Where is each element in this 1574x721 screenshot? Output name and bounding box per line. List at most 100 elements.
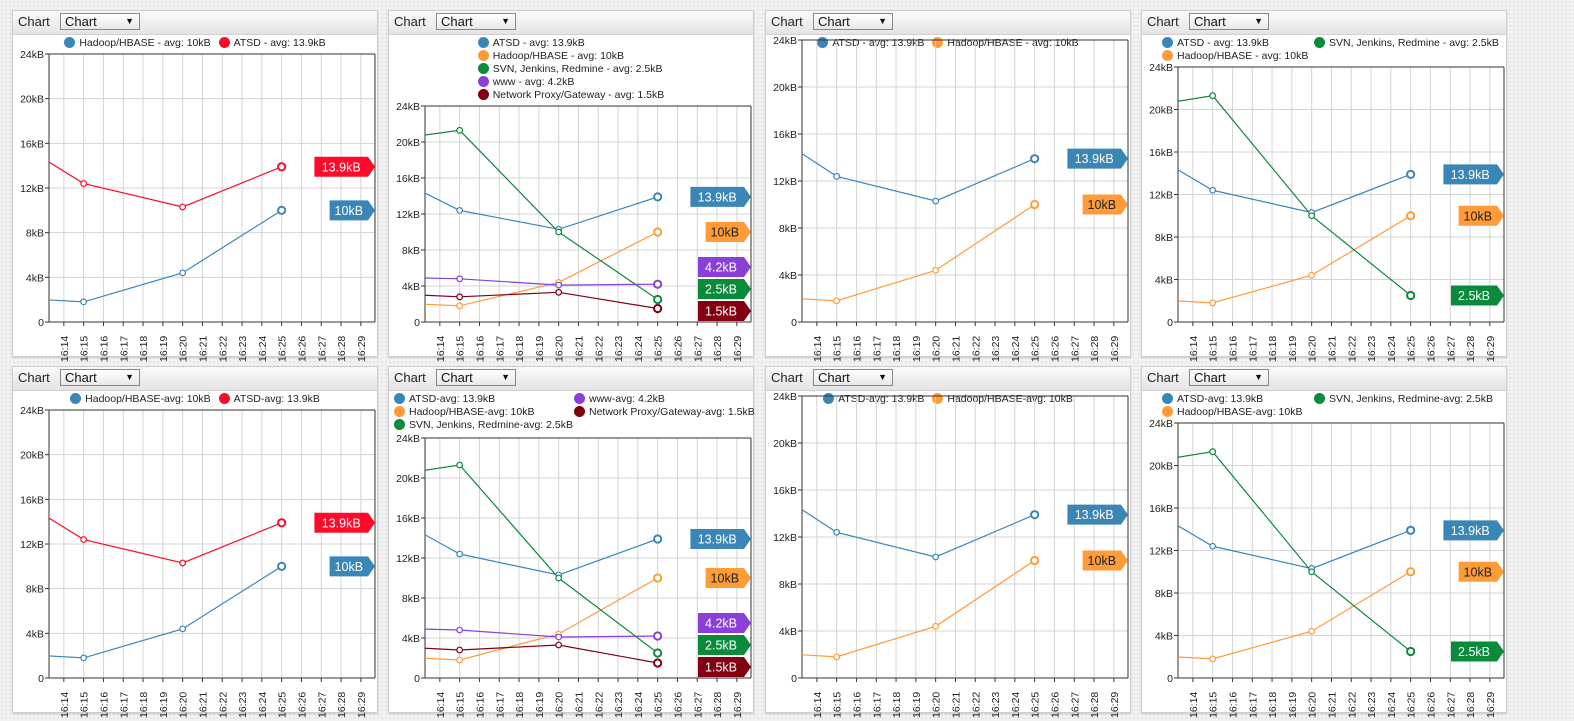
select-value: Chart (441, 370, 473, 385)
chart-type-select[interactable]: Chart ▼ (436, 369, 516, 386)
dropdown-arrow-icon: ▼ (501, 372, 510, 382)
panel-title: Chart (18, 14, 50, 29)
legend: ATSD-avg: 13.9kB Hadoop/HBASE-avg: 10kB (766, 392, 1130, 405)
legend-item[interactable]: ATSD-avg: 13.9kB (218, 392, 320, 405)
panel-header: Chart Chart ▼ (1142, 367, 1506, 391)
panel-header: Chart Chart ▼ (1142, 11, 1506, 35)
legend-color-dot (574, 393, 585, 404)
legend: Hadoop/HBASE-avg: 10kB ATSD-avg: 13.9kB (13, 392, 377, 405)
legend-label: ATSD - avg: 13.9kB (832, 36, 925, 49)
legend-color-dot (70, 393, 82, 404)
legend: ATSD-avg: 13.9kB Hadoop/HBASE-avg: 10kB SV… (1142, 392, 1506, 418)
select-value: Chart (818, 14, 850, 29)
chart-panel: Chart Chart ▼ Hadoop/HBASE - avg: 10kB ATSD… (12, 10, 378, 357)
chart-type-select[interactable]: Chart ▼ (1189, 369, 1269, 386)
legend-item[interactable]: Hadoop/HBASE - avg: 10kB (932, 36, 1079, 49)
legend-item[interactable]: Hadoop/HBASE-avg: 10kB (1162, 405, 1314, 418)
dropdown-arrow-icon: ▼ (125, 372, 134, 382)
legend-item[interactable]: ATSD-avg: 13.9kB (1162, 392, 1314, 405)
legend-item[interactable]: SVN, Jenkins, Redmine-avg: 2.5kB (1314, 392, 1504, 405)
legend-color-dot (1162, 406, 1173, 417)
legend-item[interactable]: ATSD-avg: 13.9kB (394, 392, 574, 405)
panel-header: Chart Chart ▼ (389, 367, 753, 391)
chart-panel: Chart Chart ▼ ATSD-avg: 13.9kB Hadoop/HBASE… (1141, 366, 1507, 713)
select-value: Chart (818, 370, 850, 385)
legend-color-dot (1162, 50, 1173, 61)
legend-label: SVN, Jenkins, Redmine-avg: 2.5kB (409, 418, 573, 431)
legend-item[interactable]: SVN, Jenkins, Redmine-avg: 2.5kB (394, 418, 574, 431)
legend-label: ATSD - avg: 13.9kB (1177, 36, 1270, 49)
legend-label: Hadoop/HBASE - avg: 10kB (79, 36, 211, 49)
legend-color-dot (817, 37, 829, 48)
panel-header: Chart Chart ▼ (766, 11, 1130, 35)
legend-item[interactable]: Hadoop/HBASE-avg: 10kB (70, 392, 211, 405)
legend-label: ATSD-avg: 13.9kB (838, 392, 925, 405)
select-value: Chart (441, 14, 473, 29)
legend-item[interactable]: Hadoop/HBASE - avg: 10kB (477, 49, 665, 62)
legend-label: SVN, Jenkins, Redmine-avg: 2.5kB (1329, 392, 1493, 405)
legend-item[interactable]: Hadoop/HBASE - avg: 10kB (1162, 49, 1314, 62)
legend: ATSD - avg: 13.9kB Hadoop/HBASE - avg: 10… (766, 36, 1130, 49)
legend-label: www-avg: 4.2kB (589, 392, 665, 405)
legend-label: www - avg: 4.2kB (492, 75, 575, 88)
legend-item[interactable]: ATSD - avg: 13.9kB (477, 36, 665, 49)
legend-item[interactable]: Network Proxy/Gateway - avg: 1.5kB (477, 88, 665, 101)
chart-type-select[interactable]: Chart ▼ (1189, 13, 1269, 30)
legend-item[interactable]: Hadoop/HBASE-avg: 10kB (932, 392, 1073, 405)
legend-item[interactable]: ATSD-avg: 13.9kB (823, 392, 924, 405)
legend-label: SVN, Jenkins, Redmine - avg: 2.5kB (1329, 36, 1499, 49)
chart-panel: Chart Chart ▼ ATSD - avg: 13.9kB Hadoop/HBA… (765, 10, 1131, 357)
legend: Hadoop/HBASE - avg: 10kB ATSD - avg: 13.9… (13, 36, 377, 49)
legend-label: Hadoop/HBASE-avg: 10kB (947, 392, 1073, 405)
panel-title: Chart (394, 370, 426, 385)
select-value: Chart (65, 370, 97, 385)
legend-color-dot (64, 37, 76, 48)
legend-label: Hadoop/HBASE - avg: 10kB (492, 49, 625, 62)
legend-label: ATSD - avg: 13.9kB (233, 36, 326, 49)
legend-color-dot (1314, 393, 1325, 404)
legend-item[interactable]: Hadoop/HBASE - avg: 10kB (64, 36, 211, 49)
legend-color-dot (394, 419, 405, 430)
legend-color-dot (574, 406, 585, 417)
dropdown-arrow-icon: ▼ (125, 16, 134, 26)
legend: ATSD - avg: 13.9kB Hadoop/HBASE - avg: 10… (389, 36, 753, 101)
legend-label: ATSD-avg: 13.9kB (1177, 392, 1264, 405)
chart-type-select[interactable]: Chart ▼ (813, 369, 893, 386)
legend-label: Hadoop/HBASE - avg: 10kB (947, 36, 1079, 49)
legend-item[interactable]: ATSD - avg: 13.9kB (817, 36, 924, 49)
legend-label: ATSD - avg: 13.9kB (492, 36, 585, 49)
legend-label: Hadoop/HBASE-avg: 10kB (1177, 405, 1303, 418)
legend-item[interactable]: www - avg: 4.2kB (477, 75, 665, 88)
legend-color-dot (218, 393, 230, 404)
chart-panel: Chart Chart ▼ ATSD-avg: 13.9kB Hadoop/HBASE… (765, 366, 1131, 713)
legend-color-dot (477, 63, 489, 74)
dropdown-arrow-icon: ▼ (1254, 16, 1263, 26)
legend-item[interactable]: ATSD - avg: 13.9kB (218, 36, 326, 49)
panel-title: Chart (18, 370, 50, 385)
legend-color-dot (1162, 393, 1173, 404)
panel-title: Chart (1147, 14, 1179, 29)
legend-color-dot (477, 50, 489, 61)
legend-item[interactable]: Network Proxy/Gateway-avg: 1.5kB (574, 405, 755, 418)
panel-header: Chart Chart ▼ (13, 367, 377, 391)
legend-item[interactable]: ATSD - avg: 13.9kB (1162, 36, 1314, 49)
panel-header: Chart Chart ▼ (389, 11, 753, 35)
panel-title: Chart (1147, 370, 1179, 385)
chart-type-select[interactable]: Chart ▼ (60, 13, 140, 30)
chart-type-select[interactable]: Chart ▼ (813, 13, 893, 30)
chart-type-select[interactable]: Chart ▼ (436, 13, 516, 30)
legend-label: SVN, Jenkins, Redmine - avg: 2.5kB (492, 62, 663, 75)
chart-panel: Chart Chart ▼ ATSD - avg: 13.9kB Hadoop/HBA… (1141, 10, 1507, 357)
chart-panel: Chart Chart ▼ ATSD - avg: 13.9kB Hadoop/HBA… (388, 10, 754, 357)
chart-panel: Chart Chart ▼ ATSD-avg: 13.9kB Hadoop/HBASE… (388, 366, 755, 713)
legend-item[interactable]: SVN, Jenkins, Redmine - avg: 2.5kB (1314, 36, 1504, 49)
legend-label: Hadoop/HBASE-avg: 10kB (409, 405, 535, 418)
chart-type-select[interactable]: Chart ▼ (60, 369, 140, 386)
legend-label: Network Proxy/Gateway-avg: 1.5kB (589, 405, 755, 418)
legend-label: Network Proxy/Gateway - avg: 1.5kB (492, 88, 665, 101)
legend-item[interactable]: SVN, Jenkins, Redmine - avg: 2.5kB (477, 62, 665, 75)
panel-header: Chart Chart ▼ (766, 367, 1130, 391)
legend-item[interactable]: Hadoop/HBASE-avg: 10kB (394, 405, 574, 418)
legend-item[interactable]: www-avg: 4.2kB (574, 392, 754, 405)
legend: ATSD - avg: 13.9kB Hadoop/HBASE - avg: 10… (1142, 36, 1506, 62)
